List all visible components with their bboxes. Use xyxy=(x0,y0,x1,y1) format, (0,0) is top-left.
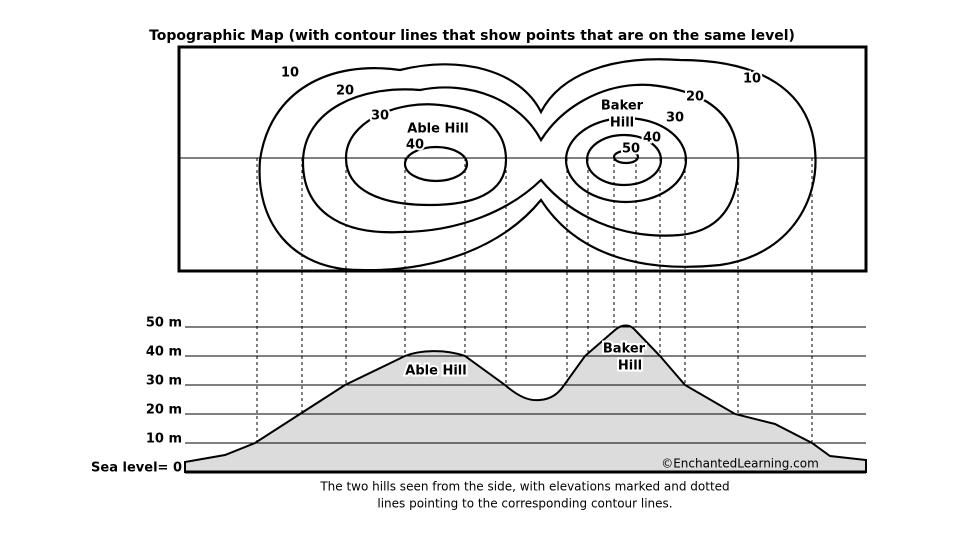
contour-30 xyxy=(344,103,508,207)
level-label: Sea level= 0 xyxy=(91,461,182,476)
level-label: 10 m xyxy=(146,432,182,447)
hill-label: Able Hill xyxy=(407,122,468,137)
contour-label: 10 xyxy=(281,66,299,81)
map-labels: 10 20 30 Able Hill 40 Baker Hill 20 30 4… xyxy=(279,64,763,159)
caption-line: The two hills seen from the side, with e… xyxy=(319,480,729,494)
contour-label: 40 xyxy=(406,138,424,153)
hill-label: Baker xyxy=(601,99,644,114)
level-label: 30 m xyxy=(146,374,182,389)
contour-40 xyxy=(403,145,469,183)
contour-label: 10 xyxy=(743,72,761,87)
level-label: 40 m xyxy=(146,345,182,360)
profile-label: Hill xyxy=(618,359,642,374)
profile-label: Able Hill xyxy=(405,364,466,379)
contour-label: 20 xyxy=(686,90,704,105)
contour-40 xyxy=(585,133,663,187)
credit: ©EnchantedLearning.com xyxy=(661,457,819,471)
contour-30 xyxy=(564,116,688,204)
map xyxy=(177,45,868,273)
contour-label: 40 xyxy=(643,131,661,146)
level-label: 50 m xyxy=(146,316,182,331)
hill-label: Hill xyxy=(610,116,634,131)
contour-label: 50 xyxy=(622,142,640,157)
elevation-levels: 50 m 40 m 30 m 20 m 10 m Sea level= 0 xyxy=(91,316,866,476)
level-label: 20 m xyxy=(146,403,182,418)
contour-20 xyxy=(301,83,740,237)
dashed-lines xyxy=(256,158,813,443)
map-frame xyxy=(177,45,868,273)
contour-50 xyxy=(612,149,640,165)
caption-line: lines pointing to the corresponding cont… xyxy=(377,497,672,511)
contour-10 xyxy=(258,58,817,272)
profile-label: Baker xyxy=(603,342,646,357)
title: Topographic Map (with contour lines that… xyxy=(149,28,795,44)
profile xyxy=(184,324,867,474)
contour-label: 20 xyxy=(336,84,354,99)
contour-label: 30 xyxy=(371,109,389,124)
contour-label: 30 xyxy=(666,111,684,126)
profile-shape xyxy=(184,324,867,473)
